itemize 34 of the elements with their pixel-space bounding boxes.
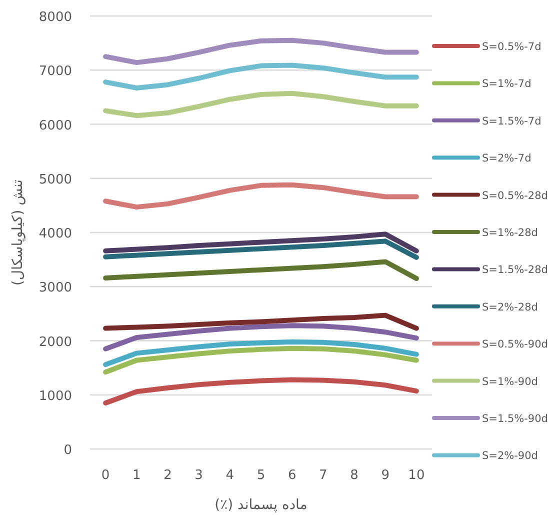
legend-label: S=2%-90d <box>482 450 538 462</box>
y-tick-label: 2000 <box>38 334 72 350</box>
legend-label: S=2%-7d <box>482 152 532 165</box>
legend-label: S=1%-28d <box>482 227 538 239</box>
legend-label: S=0.5%-7d <box>482 41 542 53</box>
x-tick-label: 7 <box>319 468 328 483</box>
legend-label: S=1.5%-90d <box>482 413 548 425</box>
x-tick-label: 3 <box>194 468 203 483</box>
legend-label: S=0.5%-90d <box>482 338 548 351</box>
x-tick-label: 9 <box>381 468 390 483</box>
x-tick-label: 10 <box>408 468 425 483</box>
legend-label: S=1.5%-7d <box>482 115 542 128</box>
y-tick-label: 6000 <box>38 118 72 134</box>
x-tick-label: 8 <box>350 468 358 483</box>
y-tick-label: 8000 <box>38 10 72 25</box>
y-tick-label: 1000 <box>38 388 72 404</box>
x-tick-label: 1 <box>132 468 141 483</box>
y-tick-label: 0 <box>64 443 72 458</box>
y-tick-label: 4000 <box>38 226 72 242</box>
x-axis-title: ماده پسماند (٪) <box>214 497 308 513</box>
y-tick-label: 5000 <box>38 172 72 188</box>
x-tick-label: 5 <box>256 468 266 483</box>
y-tick-label: 3000 <box>38 280 72 296</box>
legend-label: S=1%-90d <box>482 376 538 388</box>
x-tick-label: 0 <box>101 468 110 483</box>
legend-label: S=0.5%-28d <box>482 190 548 202</box>
x-tick-label: 6 <box>288 468 296 483</box>
x-tick-label: 4 <box>226 468 234 483</box>
legend-label: S=1.5%-28d <box>482 264 548 276</box>
y-tick-label: 7000 <box>38 64 72 80</box>
y-axis-title: تنش (کیلوپاسکال) <box>10 179 26 286</box>
x-tick-label: 2 <box>164 468 172 483</box>
legend-label: S=2%-28d <box>482 301 538 314</box>
legend-label: S=1%-7d <box>482 78 532 90</box>
